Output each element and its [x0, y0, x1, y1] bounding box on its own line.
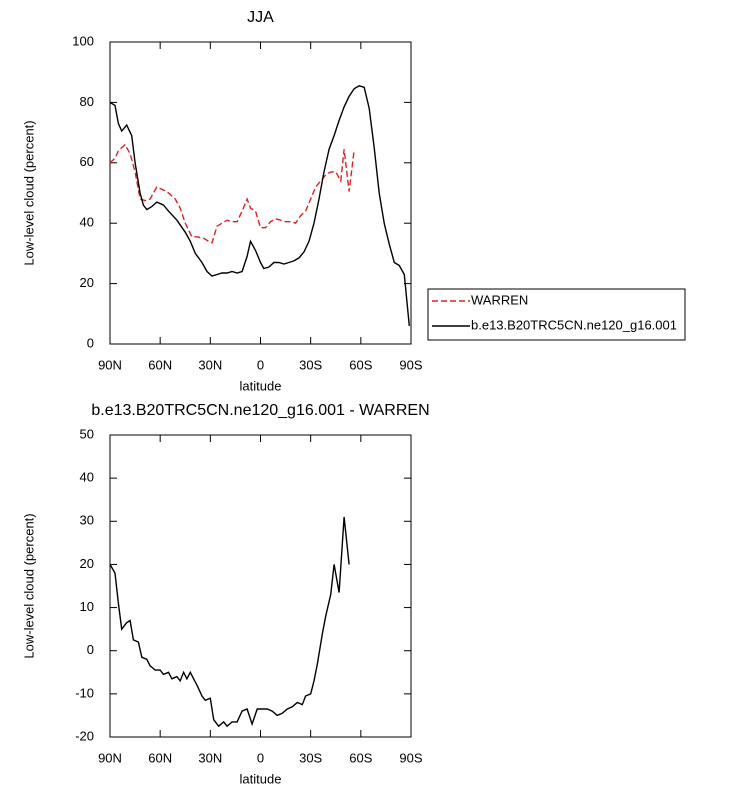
chart-title: b.e13.B20TRC5CN.ne120_g16.001 - WARREN [91, 402, 429, 419]
data-line [109, 516, 350, 728]
x-tick-label: 30S [299, 357, 322, 372]
x-tick-label: 30S [299, 750, 322, 765]
plot-frame [109, 434, 412, 738]
data-line [109, 85, 410, 326]
y-tick-label: 60 [80, 154, 94, 169]
x-tick-label: 90S [399, 750, 422, 765]
y-tick-label: 0 [87, 335, 94, 350]
y-tick-label: 50 [80, 426, 94, 441]
x-tick-label: 60S [349, 750, 372, 765]
y-tick-label: 100 [72, 33, 94, 48]
x-tick-label: 90N [98, 357, 122, 372]
legend-box [427, 288, 686, 341]
x-tick-label: 0 [257, 357, 264, 372]
x-tick-label: 30N [198, 750, 222, 765]
y-axis-label: Low-level cloud (percent) [21, 513, 36, 658]
y-tick-label: -10 [75, 685, 94, 700]
y-tick-label: 40 [80, 215, 94, 230]
y-tick-label: -20 [75, 728, 94, 743]
y-tick-label: 40 [80, 470, 94, 485]
y-tick-label: 80 [80, 94, 94, 109]
y-tick-label: 10 [80, 599, 94, 614]
legend-label: WARREN [471, 292, 528, 307]
data-line [109, 143, 355, 244]
y-tick-label: 20 [80, 275, 94, 290]
y-axis-label: Low-level cloud (percent) [21, 120, 36, 265]
x-tick-label: 30N [198, 357, 222, 372]
y-tick-label: 30 [80, 513, 94, 528]
legend-label: b.e13.B20TRC5CN.ne120_g16.001 [471, 317, 677, 332]
x-axis-label: latitude [240, 771, 282, 786]
x-tick-label: 60S [349, 357, 372, 372]
x-tick-label: 0 [257, 750, 264, 765]
x-axis-label: latitude [240, 378, 282, 393]
x-tick-label: 90N [98, 750, 122, 765]
x-tick-label: 60N [148, 750, 172, 765]
y-tick-label: 20 [80, 556, 94, 571]
plot-frame [109, 41, 412, 345]
chart-title: JJA [247, 9, 274, 26]
y-tick-label: 0 [87, 642, 94, 657]
x-tick-label: 60N [148, 357, 172, 372]
x-tick-label: 90S [399, 357, 422, 372]
